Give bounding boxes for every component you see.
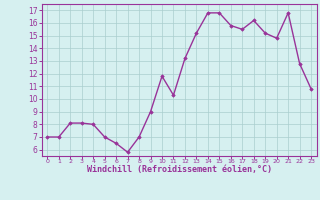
X-axis label: Windchill (Refroidissement éolien,°C): Windchill (Refroidissement éolien,°C) — [87, 165, 272, 174]
